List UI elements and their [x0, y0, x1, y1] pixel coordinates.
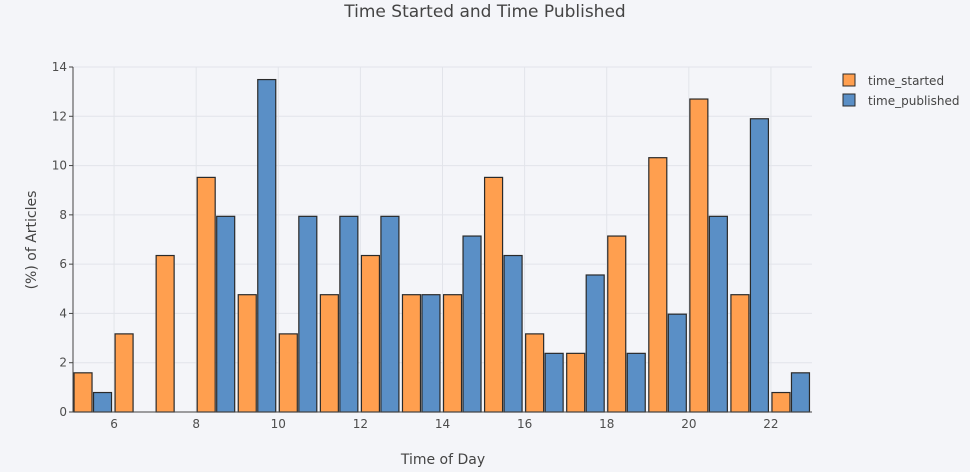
bar-time-started[interactable]	[607, 235, 627, 413]
bar-time-published[interactable]	[585, 274, 605, 413]
bar-time-started[interactable]	[730, 294, 750, 413]
bar-time-published[interactable]	[790, 372, 811, 413]
y-tick-label: 10	[52, 159, 67, 173]
bar-time-started[interactable]	[73, 372, 93, 413]
x-tick-label: 6	[110, 417, 118, 431]
bar-time-started[interactable]	[319, 294, 339, 413]
bar-time-started[interactable]	[648, 157, 668, 413]
bar-time-published[interactable]	[749, 118, 770, 413]
x-tick-label: 10	[271, 417, 286, 431]
grid	[73, 66, 812, 412]
axes	[72, 67, 812, 413]
y-tick-label: 12	[52, 109, 67, 123]
legend-label[interactable]: time_started	[868, 74, 944, 88]
bar-time-published[interactable]	[216, 215, 236, 413]
bar-time-started[interactable]	[483, 176, 504, 413]
bar-time-started[interactable]	[114, 333, 134, 413]
bar-time-started[interactable]	[771, 391, 791, 413]
y-tick-label: 6	[59, 257, 67, 271]
bar-time-published[interactable]	[462, 235, 482, 413]
legend-label[interactable]: time_published	[868, 94, 959, 108]
x-tick-label: 8	[192, 417, 200, 431]
bar-time-published[interactable]	[380, 215, 400, 413]
bar-time-published[interactable]	[298, 215, 318, 413]
legend: time_started time_published	[842, 73, 959, 108]
bar-time-published[interactable]	[626, 352, 646, 413]
x-tick-label: 20	[681, 417, 696, 431]
x-tick-label: 22	[763, 417, 778, 431]
tick-labels: 6 8 10 12 14 16 18 20 22 0 2 4 6 8 10 12 14	[52, 60, 779, 431]
bar-time-started[interactable]	[525, 333, 545, 413]
chart-title: Time Started and Time Published	[343, 2, 625, 22]
bar-time-published[interactable]	[339, 215, 359, 413]
y-tick-label: 4	[59, 306, 67, 320]
bar-time-published[interactable]	[421, 294, 441, 413]
bar-time-started[interactable]	[401, 294, 422, 413]
y-axis-title: (%) of Articles	[24, 191, 40, 290]
bar-time-published[interactable]	[667, 313, 687, 413]
bar-time-started[interactable]	[196, 176, 216, 413]
bar-time-started[interactable]	[360, 254, 381, 413]
bar-time-published[interactable]	[257, 78, 277, 413]
bar-time-started[interactable]	[278, 333, 298, 413]
bar-time-started[interactable]	[689, 98, 709, 413]
bar-time-published[interactable]	[708, 215, 728, 413]
bar-time-started[interactable]	[566, 352, 586, 413]
y-tick-label: 8	[59, 208, 67, 222]
legend-swatch[interactable]	[842, 73, 856, 87]
bar-time-published[interactable]	[92, 391, 113, 413]
bar-time-started[interactable]	[442, 294, 463, 413]
bar-time-started[interactable]	[237, 294, 257, 413]
legend-swatch[interactable]	[842, 93, 856, 107]
bars	[73, 78, 811, 413]
y-tick-label: 2	[59, 356, 67, 370]
y-tick-label: 0	[59, 405, 67, 419]
x-tick-label: 14	[435, 417, 450, 431]
bar-time-published[interactable]	[544, 352, 564, 413]
x-tick-label: 16	[517, 417, 532, 431]
y-tick-label: 14	[52, 60, 67, 74]
x-axis-title: Time of Day	[400, 452, 485, 468]
x-tick-label: 12	[353, 417, 368, 431]
x-tick-label: 18	[599, 417, 614, 431]
bar-time-started[interactable]	[155, 254, 175, 413]
bar-time-published[interactable]	[503, 254, 523, 413]
